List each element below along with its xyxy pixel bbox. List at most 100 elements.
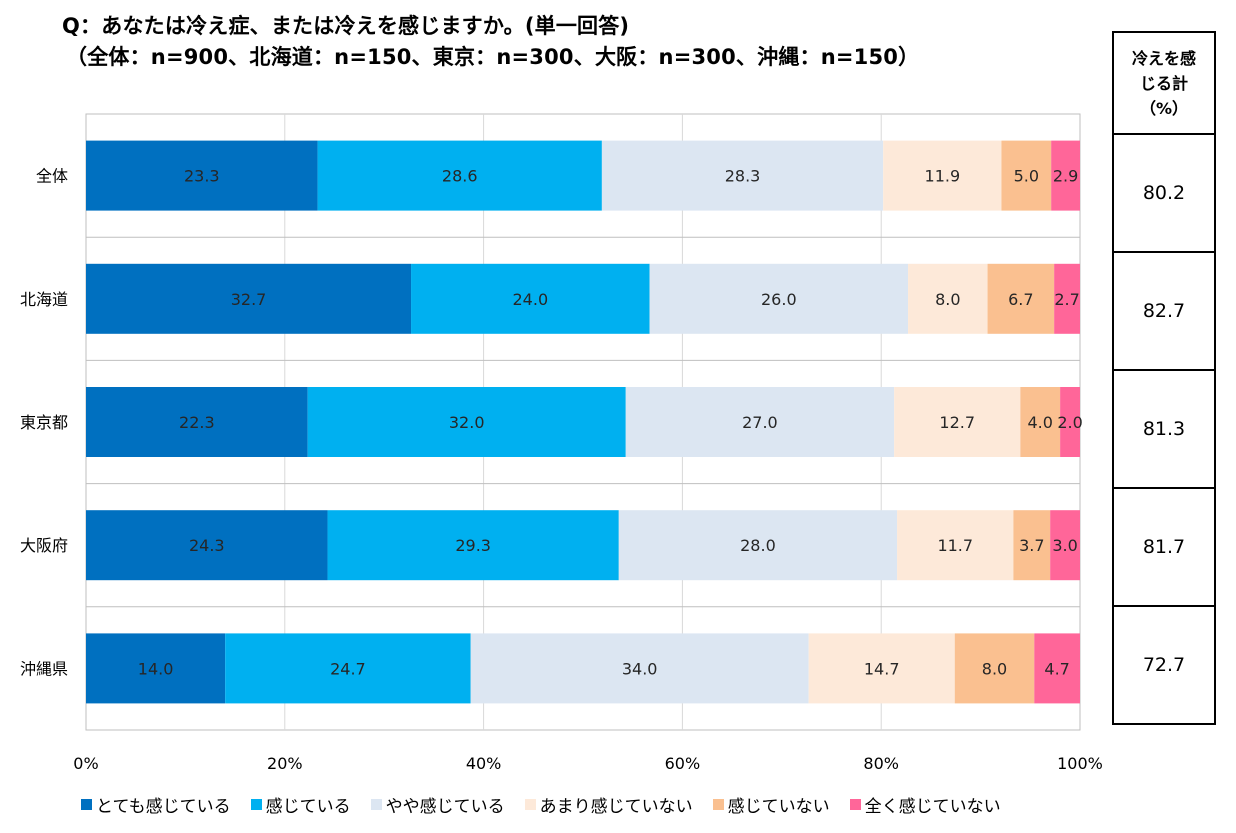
table-value-cell: 81.7 — [1112, 487, 1216, 607]
bar-segment — [894, 387, 1021, 457]
legend-swatch — [849, 799, 861, 810]
data-label: 29.3 — [455, 536, 491, 555]
bar-segment — [808, 633, 955, 704]
bar-segment — [987, 263, 1055, 334]
data-label: 11.7 — [937, 536, 973, 555]
data-label: 14.0 — [138, 659, 174, 678]
data-label: 27.0 — [742, 413, 778, 432]
bar-segment — [897, 510, 1014, 581]
table-header-line: （%） — [1139, 98, 1189, 118]
data-label: 23.3 — [184, 167, 220, 186]
data-label: 8.0 — [982, 659, 1007, 678]
bar-segment — [86, 633, 226, 704]
table-header: 冷えを感 じる計 （%） — [1112, 31, 1216, 135]
bar-segment — [86, 387, 308, 457]
bar-segment — [883, 140, 1002, 211]
bar-segment — [86, 263, 412, 334]
legend-label: 感じている — [265, 797, 351, 817]
bar-segment — [625, 387, 895, 457]
x-tick-label: 0% — [73, 754, 98, 773]
legend-item: とても感じている — [81, 792, 231, 817]
bar-segment — [649, 263, 909, 334]
bar-segment — [1001, 140, 1052, 211]
legend-swatch — [524, 799, 536, 810]
bar-segment — [908, 263, 988, 334]
bar-segment — [411, 263, 650, 334]
data-label: 24.7 — [330, 659, 366, 678]
data-label: 12.7 — [939, 413, 975, 432]
data-label: 2.7 — [1054, 290, 1079, 309]
legend-item: あまり感じていない — [524, 792, 693, 817]
legend-item: やや感じている — [370, 792, 505, 817]
bar-segment — [86, 140, 318, 211]
legend-item: 感じている — [250, 792, 351, 817]
data-label: 14.7 — [864, 659, 900, 678]
legend-label: あまり感じていない — [539, 797, 693, 817]
bar-segment — [618, 510, 898, 581]
legend-label: 全く感じていない — [864, 797, 1001, 817]
table-value-cell: 72.7 — [1112, 605, 1216, 725]
bar-segment — [1034, 633, 1080, 704]
bar-segment — [1051, 140, 1080, 211]
bar-segment — [1060, 387, 1080, 457]
data-label: 8.0 — [935, 290, 960, 309]
legend-swatch — [81, 799, 92, 810]
data-label: 28.6 — [442, 167, 478, 186]
bar-segment — [307, 387, 626, 457]
table-header-line: じる計 — [1139, 73, 1188, 93]
category-label: 北海道 — [20, 290, 68, 309]
data-label: 32.7 — [231, 290, 267, 309]
x-tick-label: 100% — [1057, 754, 1103, 773]
data-label: 28.0 — [740, 536, 776, 555]
bar-segment — [1020, 387, 1061, 457]
table-value-cell: 82.7 — [1112, 251, 1216, 371]
data-label: 3.7 — [1019, 536, 1044, 555]
bar-segment — [954, 633, 1035, 704]
bar-segment — [1050, 510, 1080, 581]
data-label: 22.3 — [179, 413, 215, 432]
data-label: 24.0 — [513, 290, 549, 309]
data-label: 2.0 — [1057, 413, 1082, 432]
legend-swatch — [712, 799, 724, 810]
legend-swatch — [370, 799, 382, 810]
data-label: 11.9 — [925, 167, 961, 186]
data-label: 26.0 — [761, 290, 797, 309]
x-tick-label: 20% — [267, 754, 303, 773]
chart-legend: とても感じている 感じている やや感じている あまり感じていない 感じていない 全く感じて… — [81, 792, 1021, 817]
data-label: 5.0 — [1014, 167, 1039, 186]
x-tick-label: 40% — [466, 754, 502, 773]
table-value-cell: 81.3 — [1112, 369, 1216, 489]
bar-segment — [470, 633, 809, 704]
data-label: 24.3 — [189, 536, 225, 555]
data-label: 28.3 — [725, 167, 761, 186]
bar-segment — [1013, 510, 1051, 581]
bar-segment — [86, 510, 328, 581]
data-label: 4.7 — [1044, 659, 1069, 678]
data-label: 4.0 — [1028, 413, 1053, 432]
legend-label: 感じていない — [727, 797, 830, 817]
legend-label: とても感じている — [96, 797, 231, 817]
category-label: 沖縄県 — [20, 659, 68, 678]
legend-label: やや感じている — [385, 797, 505, 817]
data-label: 3.0 — [1052, 536, 1077, 555]
legend-swatch — [250, 799, 262, 810]
data-label: 2.9 — [1053, 167, 1078, 186]
data-label: 6.7 — [1008, 290, 1033, 309]
total-feel-cold-table: 冷えを感 じる計 （%） 80.2 82.7 81.3 81.7 72.7 — [1112, 31, 1216, 725]
x-tick-label: 80% — [863, 754, 899, 773]
chart-subtitle: （全体：n=900、北海道：n=150、東京：n=300、大阪：n=300、沖縄… — [66, 45, 920, 69]
bar-segment — [601, 140, 884, 211]
bar-segment — [327, 510, 619, 581]
legend-item: 全く感じていない — [849, 792, 1001, 817]
chart-title: Q：あなたは冷え症、または冷えを感じますか。(単一回答) — [62, 14, 630, 38]
table-value-cell: 80.2 — [1112, 133, 1216, 253]
bar-segment — [1054, 263, 1080, 334]
table-header-line: 冷えを感 — [1131, 48, 1196, 68]
category-label: 全体 — [36, 167, 68, 186]
legend-item: 感じていない — [712, 792, 830, 817]
bar-segment — [317, 140, 602, 211]
category-label: 大阪府 — [20, 536, 68, 555]
x-tick-label: 60% — [665, 754, 701, 773]
data-label: 34.0 — [622, 659, 658, 678]
